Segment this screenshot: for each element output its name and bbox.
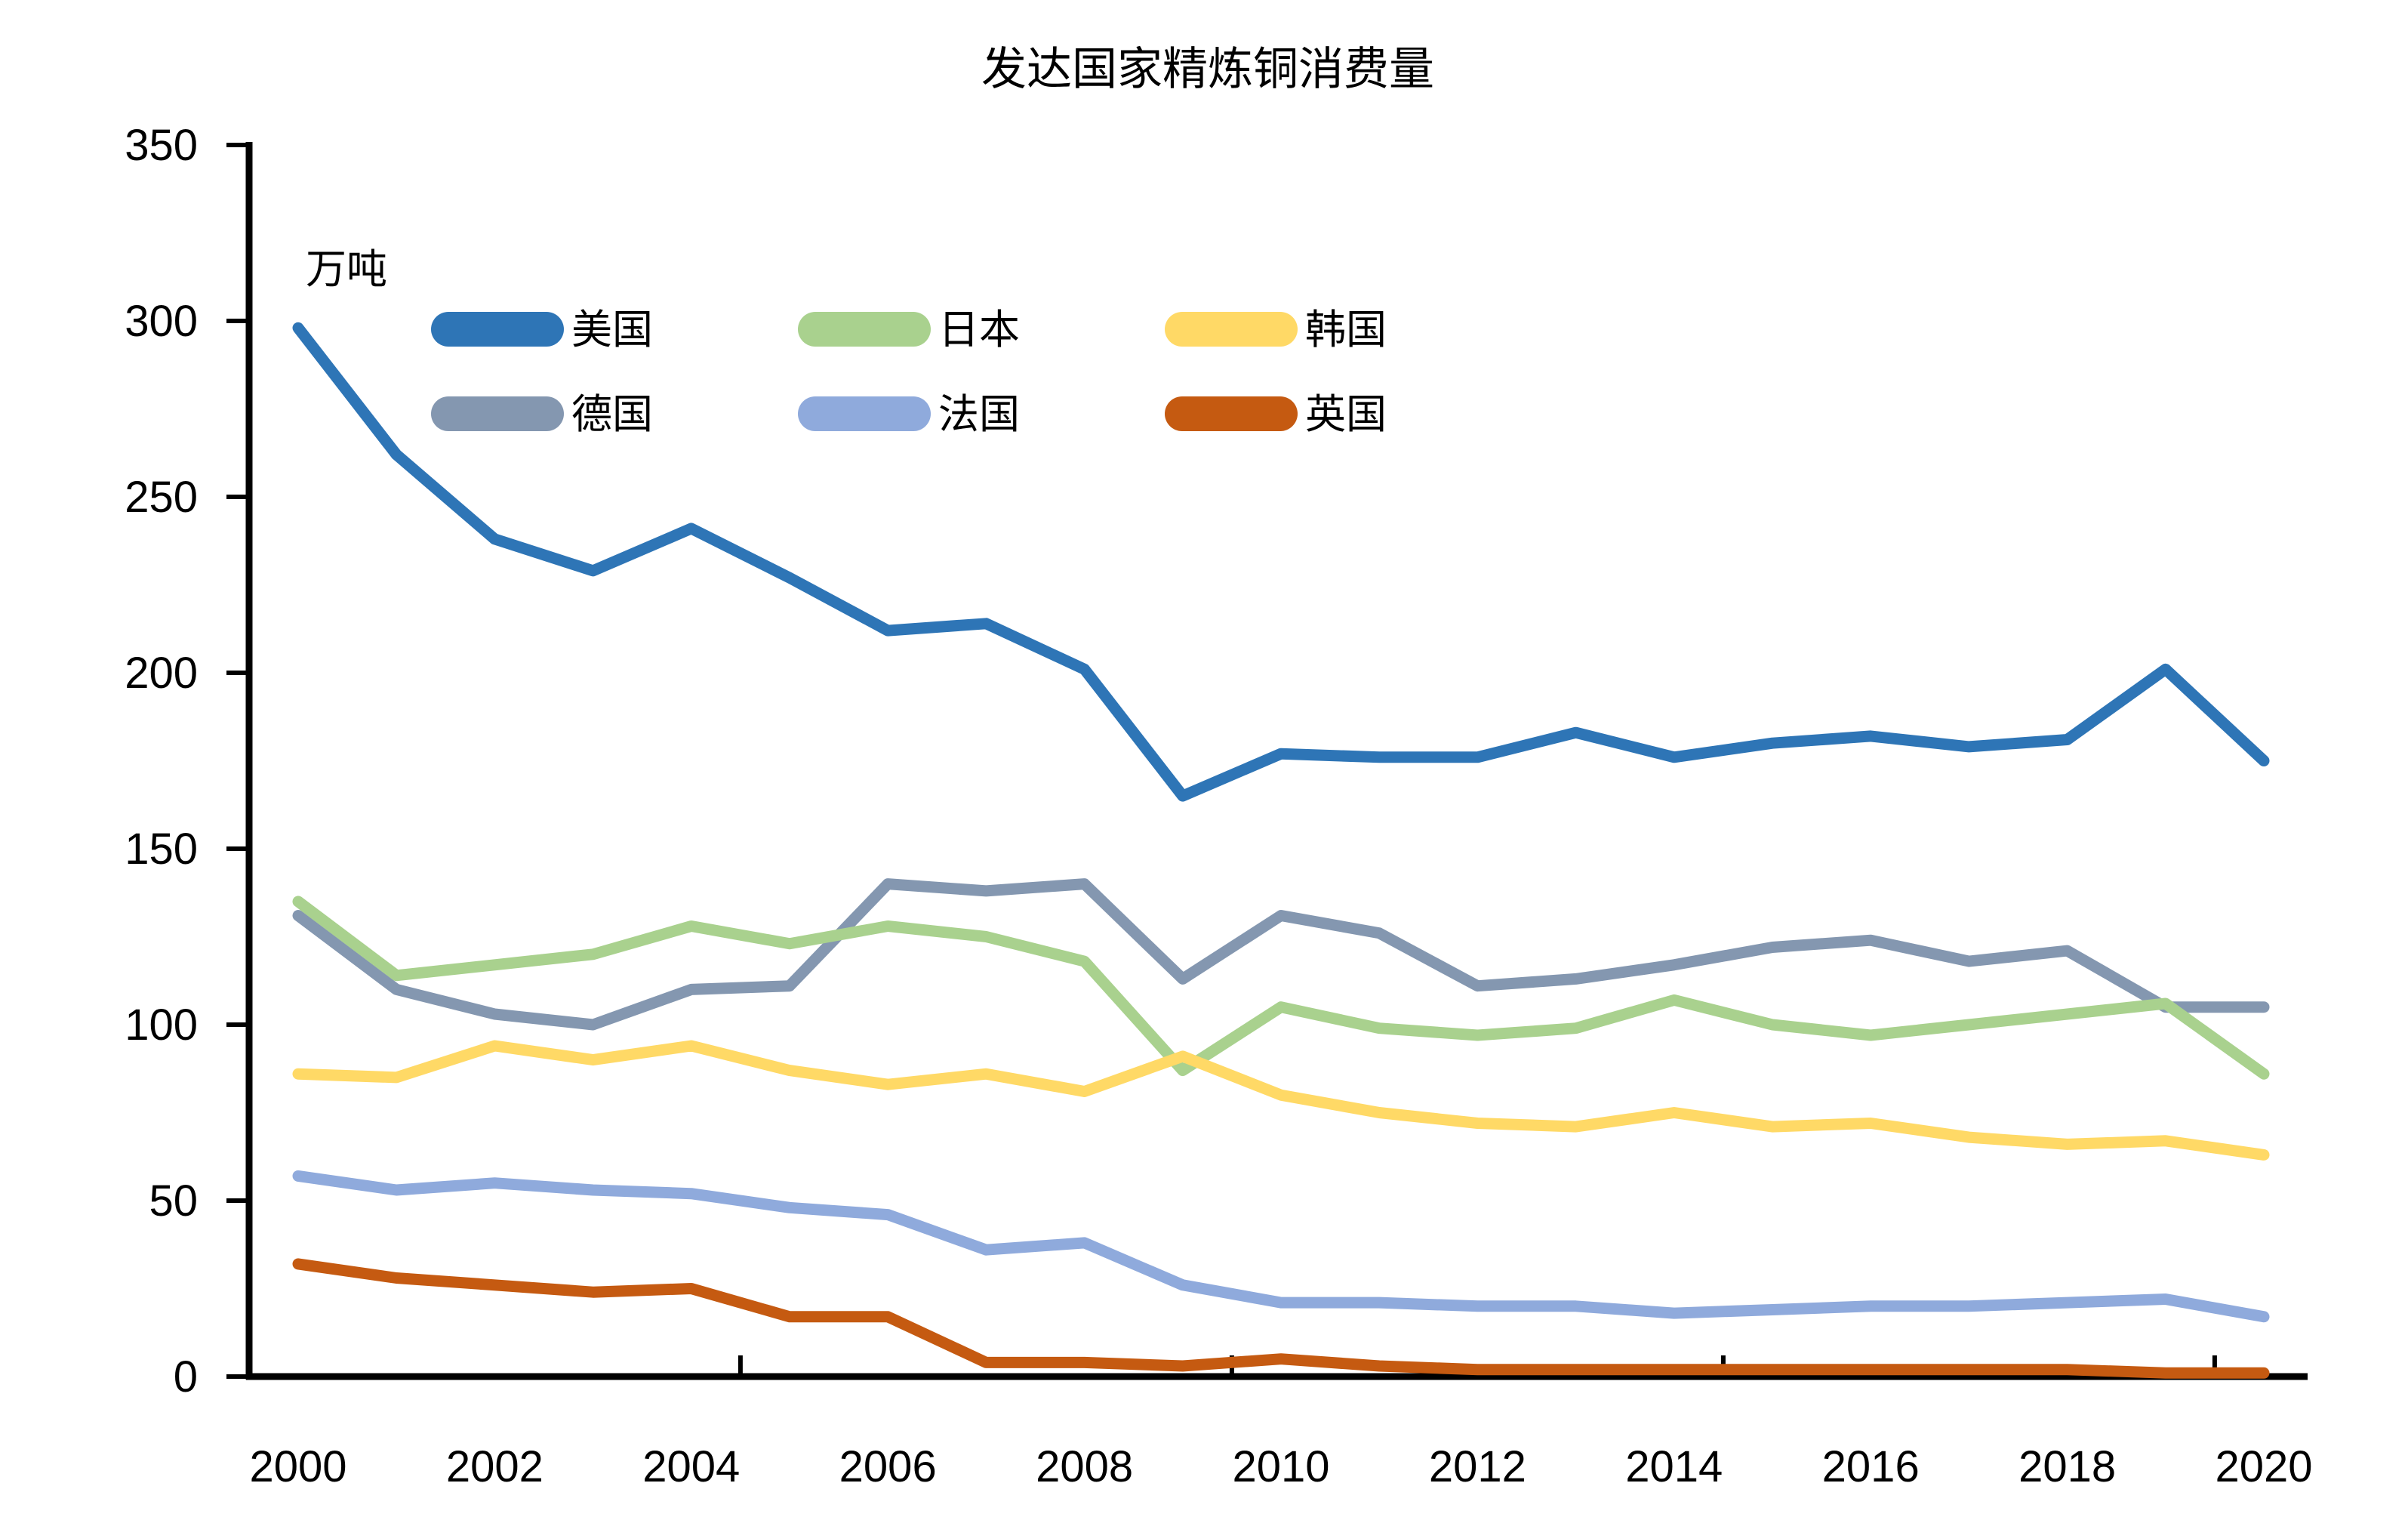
legend-label-germany: 德国 — [571, 392, 653, 437]
x-tick-label: 2006 — [839, 1442, 937, 1491]
legend-label-korea: 韩国 — [1305, 307, 1387, 353]
legend-key-uk — [1165, 396, 1298, 431]
x-tick-label: 2002 — [446, 1442, 543, 1491]
legend-label-usa: 美国 — [571, 307, 653, 353]
series-line-uk — [292, 1258, 2270, 1379]
series-line-france — [292, 1170, 2270, 1323]
legend-item-usa: 美国 — [431, 307, 653, 353]
legend-key-germany — [431, 396, 564, 431]
legend-key-france — [798, 396, 931, 431]
x-tick-label: 2020 — [2215, 1442, 2312, 1491]
legend-item-france: 法国 — [798, 392, 1020, 437]
legend-item-japan: 日本 — [798, 307, 1020, 353]
y-tick-label: 50 — [149, 1176, 198, 1226]
legend-item-korea: 韩国 — [1165, 307, 1387, 353]
y-tick-label: 200 — [125, 649, 198, 698]
legend-label-japan: 日本 — [938, 307, 1020, 353]
legend-label-france: 法国 — [938, 392, 1020, 437]
legend-key-usa — [431, 312, 564, 347]
x-tick-label: 2016 — [1822, 1442, 1920, 1491]
series-line-japan — [292, 896, 2270, 1080]
x-tick-label: 2018 — [2018, 1442, 2116, 1491]
x-tick-label: 2012 — [1429, 1442, 1526, 1491]
x-tick-label: 2008 — [1036, 1442, 1133, 1491]
legend-key-korea — [1165, 312, 1298, 347]
y-tick-label: 350 — [125, 121, 198, 170]
y-tick-label: 100 — [125, 1001, 198, 1050]
axes: 0 50 100 150 200 250 300 350 2000 2002 2004 2006 200… — [125, 121, 2312, 1491]
x-tick-label: 2004 — [642, 1442, 740, 1491]
x-tick-label: 2014 — [1625, 1442, 1723, 1491]
legend-item-uk: 英国 — [1165, 392, 1387, 437]
x-tick-label: 2010 — [1232, 1442, 1329, 1491]
y-tick-label: 150 — [125, 825, 198, 874]
y-tick-label: 300 — [125, 297, 198, 346]
y-axis-unit-label: 万吨 — [306, 247, 387, 292]
x-tick-label: 2000 — [249, 1442, 346, 1491]
legend-label-uk: 英国 — [1305, 392, 1387, 437]
series-line-germany — [292, 878, 2270, 1031]
y-tick-label: 0 — [174, 1352, 198, 1401]
y-tick-label: 250 — [125, 473, 198, 522]
legend-key-japan — [798, 312, 931, 347]
series-line-usa — [292, 322, 2270, 802]
legend-item-germany: 德国 — [431, 392, 653, 437]
series-lines — [292, 322, 2270, 1379]
series-line-korea — [292, 1040, 2270, 1161]
chart-title: 发达国家精炼铜消费量 — [981, 44, 1434, 94]
